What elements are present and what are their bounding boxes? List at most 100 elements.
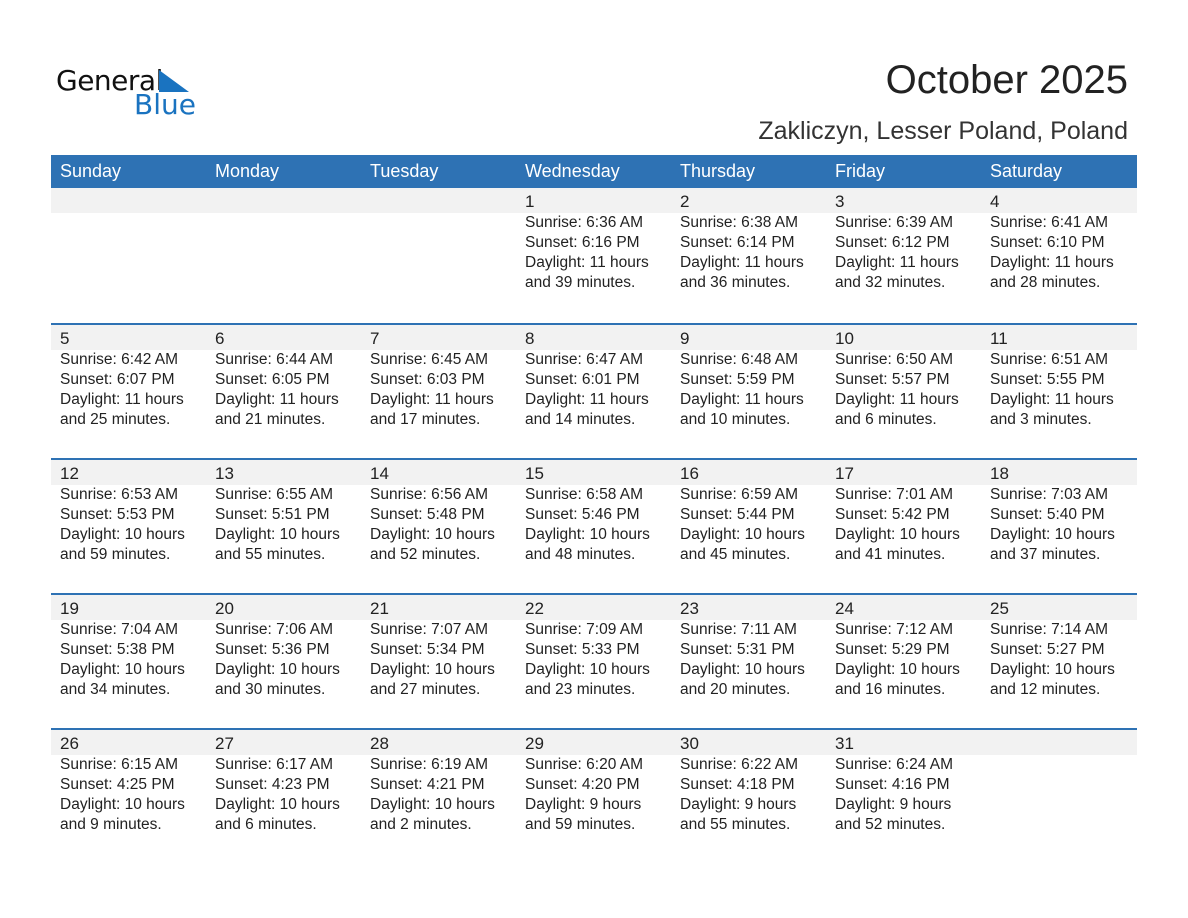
day-number: 18 <box>990 464 1009 483</box>
daylight-text: Daylight: 9 hours <box>525 796 642 813</box>
sunset-text: Sunset: 5:27 PM <box>990 641 1105 658</box>
day-number: 24 <box>835 599 854 618</box>
daylight-text: Daylight: 11 hours <box>680 254 804 271</box>
daylight-text: Daylight: 10 hours <box>215 661 340 678</box>
sunset-text: Sunset: 5:53 PM <box>60 506 175 523</box>
sunrise-text: Sunrise: 7:01 AM <box>835 486 954 503</box>
daylight-minutes-text: and 6 minutes. <box>215 816 317 833</box>
day-number: 2 <box>680 192 690 211</box>
daylight-text: Daylight: 9 hours <box>835 796 952 813</box>
sunrise-text: Sunrise: 6:38 AM <box>680 214 799 231</box>
day-cell: 12 Sunrise: 6:53 AM Sunset: 5:53 PM Dayligh… <box>51 460 206 593</box>
daylight-text: Daylight: 10 hours <box>835 661 960 678</box>
day-number: 30 <box>680 734 699 753</box>
sunrise-text: Sunrise: 6:36 AM <box>525 214 644 231</box>
logo-text-general: General <box>56 64 163 97</box>
day-cell: 30 Sunrise: 6:22 AM Sunset: 4:18 PM Dayligh… <box>671 730 826 863</box>
logo-text-blue: Blue <box>134 88 196 121</box>
day-cell: 9 Sunrise: 6:48 AM Sunset: 5:59 PM Daylight… <box>671 325 826 458</box>
sunset-text: Sunset: 5:33 PM <box>525 641 640 658</box>
empty-cell <box>206 188 361 323</box>
daylight-minutes-text: and 6 minutes. <box>835 411 937 428</box>
sunrise-text: Sunrise: 7:09 AM <box>525 621 644 638</box>
day-cell: 14 Sunrise: 6:56 AM Sunset: 5:48 PM Dayligh… <box>361 460 516 593</box>
day-number: 11 <box>990 329 1008 348</box>
sunrise-text: Sunrise: 7:14 AM <box>990 621 1109 638</box>
sunset-text: Sunset: 6:16 PM <box>525 234 640 251</box>
daylight-minutes-text: and 25 minutes. <box>60 411 171 428</box>
daylight-text: Daylight: 10 hours <box>215 526 340 543</box>
daylight-text: Daylight: 11 hours <box>60 391 184 408</box>
day-number: 1 <box>525 192 535 211</box>
sunrise-text: Sunrise: 7:11 AM <box>680 621 797 638</box>
day-number: 28 <box>370 734 389 753</box>
daylight-text: Daylight: 11 hours <box>525 391 649 408</box>
sunrise-text: Sunrise: 6:58 AM <box>525 486 644 503</box>
week-row: 12 Sunrise: 6:53 AM Sunset: 5:53 PM Dayligh… <box>51 458 1137 593</box>
sunrise-text: Sunrise: 6:41 AM <box>990 214 1109 231</box>
daylight-minutes-text: and 17 minutes. <box>370 411 481 428</box>
sunset-text: Sunset: 6:14 PM <box>680 234 795 251</box>
daylight-minutes-text: and 2 minutes. <box>370 816 472 833</box>
sunrise-text: Sunrise: 7:03 AM <box>990 486 1109 503</box>
daylight-text: Daylight: 11 hours <box>835 254 959 271</box>
sunrise-text: Sunrise: 7:06 AM <box>215 621 334 638</box>
day-number: 14 <box>370 464 389 483</box>
weekday-sunday: Sunday <box>60 161 122 181</box>
daylight-text: Daylight: 9 hours <box>680 796 797 813</box>
daylight-minutes-text: and 52 minutes. <box>835 816 946 833</box>
day-number: 7 <box>370 329 380 348</box>
daylight-text: Daylight: 10 hours <box>370 526 495 543</box>
sunrise-text: Sunrise: 6:44 AM <box>215 351 334 368</box>
sunrise-text: Sunrise: 6:55 AM <box>215 486 334 503</box>
day-cell: 5 Sunrise: 6:42 AM Sunset: 6:07 PM Daylight… <box>51 325 206 458</box>
sunset-text: Sunset: 5:38 PM <box>60 641 175 658</box>
day-number: 29 <box>525 734 544 753</box>
sunset-text: Sunset: 4:18 PM <box>680 776 795 793</box>
daylight-text: Daylight: 10 hours <box>60 796 185 813</box>
day-number: 5 <box>60 329 70 348</box>
sunrise-text: Sunrise: 7:04 AM <box>60 621 179 638</box>
daylight-text: Daylight: 10 hours <box>835 526 960 543</box>
day-cell: 22 Sunrise: 7:09 AM Sunset: 5:33 PM Dayligh… <box>516 595 671 728</box>
daylight-minutes-text: and 39 minutes. <box>525 274 636 291</box>
sunrise-text: Sunrise: 6:48 AM <box>680 351 799 368</box>
day-cell: 27 Sunrise: 6:17 AM Sunset: 4:23 PM Dayligh… <box>206 730 361 863</box>
daylight-minutes-text: and 37 minutes. <box>990 546 1101 563</box>
sunset-text: Sunset: 6:07 PM <box>60 371 175 388</box>
sunset-text: Sunset: 5:51 PM <box>215 506 330 523</box>
day-number: 27 <box>215 734 234 753</box>
daylight-minutes-text: and 45 minutes. <box>680 546 791 563</box>
day-number: 23 <box>680 599 699 618</box>
daylight-text: Daylight: 10 hours <box>60 526 185 543</box>
sunrise-text: Sunrise: 6:53 AM <box>60 486 179 503</box>
sunrise-text: Sunrise: 7:12 AM <box>835 621 954 638</box>
sunrise-text: Sunrise: 6:17 AM <box>215 756 334 773</box>
sunset-text: Sunset: 5:40 PM <box>990 506 1105 523</box>
daylight-minutes-text: and 41 minutes. <box>835 546 946 563</box>
day-cell: 7 Sunrise: 6:45 AM Sunset: 6:03 PM Daylight… <box>361 325 516 458</box>
day-number: 21 <box>370 599 389 618</box>
day-cell: 20 Sunrise: 7:06 AM Sunset: 5:36 PM Dayligh… <box>206 595 361 728</box>
sunrise-text: Sunrise: 6:24 AM <box>835 756 954 773</box>
daylight-text: Daylight: 10 hours <box>370 661 495 678</box>
sunset-text: Sunset: 4:16 PM <box>835 776 950 793</box>
week-row: 5 Sunrise: 6:42 AM Sunset: 6:07 PM Daylight… <box>51 323 1137 458</box>
daylight-text: Daylight: 10 hours <box>990 526 1115 543</box>
day-cell: 23 Sunrise: 7:11 AM Sunset: 5:31 PM Dayligh… <box>671 595 826 728</box>
day-number: 13 <box>215 464 234 483</box>
day-cell: 21 Sunrise: 7:07 AM Sunset: 5:34 PM Dayligh… <box>361 595 516 728</box>
day-cell: 10 Sunrise: 6:50 AM Sunset: 5:57 PM Dayligh… <box>826 325 981 458</box>
daylight-text: Daylight: 10 hours <box>215 796 340 813</box>
weekday-header: Sunday Monday Tuesday Wednesday Thursday… <box>51 155 1137 188</box>
daylight-text: Daylight: 11 hours <box>215 391 339 408</box>
day-cell: 2 Sunrise: 6:38 AM Sunset: 6:14 PM Daylight… <box>671 188 826 323</box>
daylight-minutes-text: and 55 minutes. <box>680 816 791 833</box>
day-number: 16 <box>680 464 699 483</box>
daylight-minutes-text: and 12 minutes. <box>990 681 1101 698</box>
daylight-minutes-text: and 16 minutes. <box>835 681 946 698</box>
page-title: October 2025 <box>885 58 1128 102</box>
sunset-text: Sunset: 5:34 PM <box>370 641 485 658</box>
daylight-minutes-text: and 14 minutes. <box>525 411 636 428</box>
